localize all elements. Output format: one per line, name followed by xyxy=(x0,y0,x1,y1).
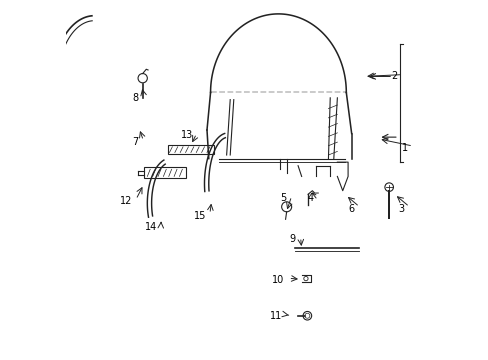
Text: 10: 10 xyxy=(272,275,284,285)
Text: 6: 6 xyxy=(348,203,354,213)
Text: 7: 7 xyxy=(132,138,139,148)
Text: 2: 2 xyxy=(390,71,397,81)
Text: 15: 15 xyxy=(193,211,205,221)
Text: 4: 4 xyxy=(307,193,313,203)
Text: 13: 13 xyxy=(180,130,192,140)
Text: 11: 11 xyxy=(269,311,282,321)
FancyBboxPatch shape xyxy=(144,167,185,178)
Text: 8: 8 xyxy=(133,93,139,103)
Text: 3: 3 xyxy=(398,203,404,213)
FancyBboxPatch shape xyxy=(167,145,214,154)
Text: 14: 14 xyxy=(144,222,157,232)
Text: 1: 1 xyxy=(401,143,407,153)
Text: 9: 9 xyxy=(289,234,295,244)
Text: 5: 5 xyxy=(280,193,286,203)
Text: 12: 12 xyxy=(120,197,132,206)
